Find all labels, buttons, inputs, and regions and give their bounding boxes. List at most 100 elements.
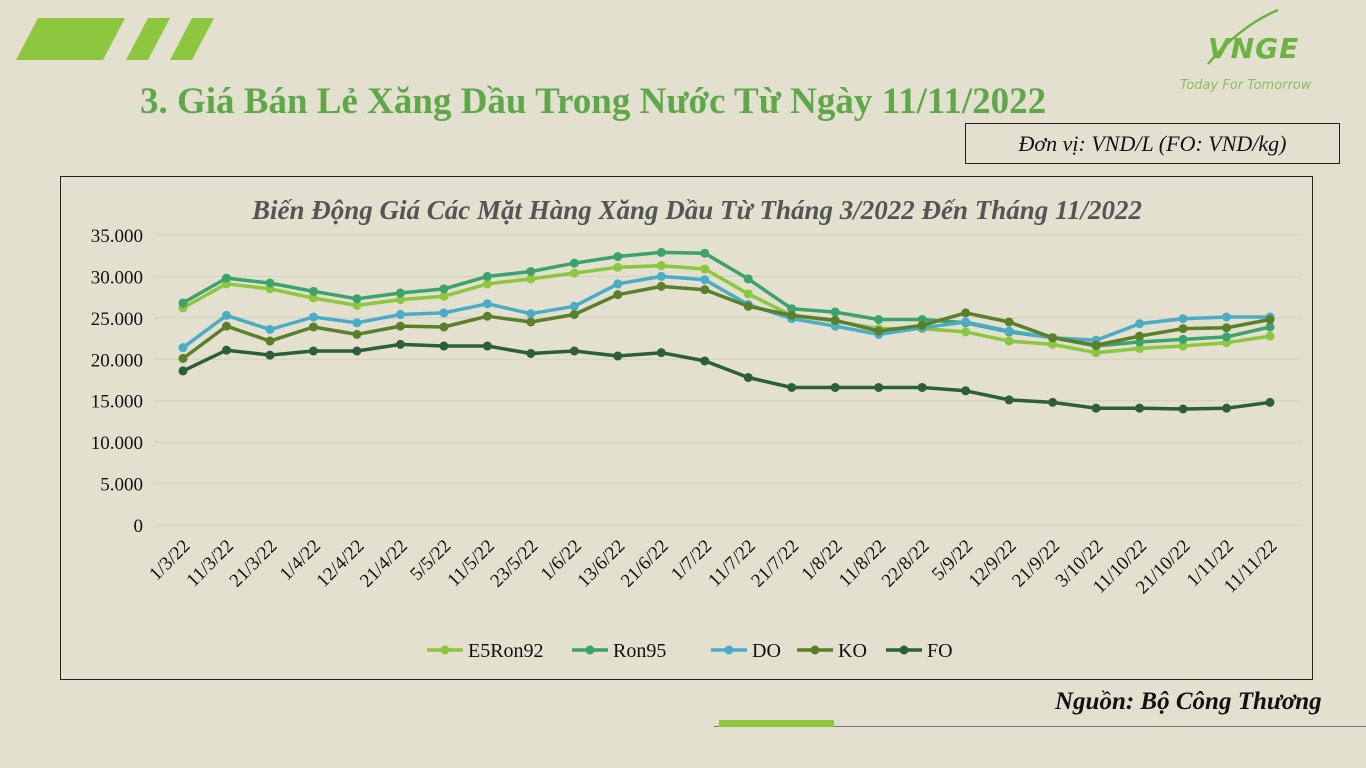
data-point <box>830 307 840 317</box>
decorative-stripes <box>16 18 214 60</box>
data-point <box>874 315 884 325</box>
bottom-accent-bar <box>719 720 834 727</box>
data-point <box>1091 403 1101 413</box>
data-point <box>308 286 318 296</box>
data-point <box>439 341 449 351</box>
data-point <box>526 317 536 327</box>
data-point <box>265 336 275 346</box>
data-point <box>265 278 275 288</box>
data-point <box>221 273 231 283</box>
x-tick-label: 22/8/22 <box>878 536 934 592</box>
data-point <box>265 350 275 360</box>
data-point <box>743 301 753 311</box>
data-point <box>439 322 449 332</box>
source-note: Nguồn: Bộ Công Thương <box>1055 688 1322 715</box>
logo-tagline: Today For Tomorrow <box>1180 78 1312 93</box>
data-point <box>482 341 492 351</box>
data-point <box>1004 326 1014 336</box>
legend-label: FO <box>927 640 953 662</box>
data-point <box>352 329 362 339</box>
data-point <box>221 310 231 320</box>
data-point <box>1135 319 1145 329</box>
y-tick-label: 15.000 <box>91 392 143 413</box>
x-tick-label: 11/5/22 <box>443 536 498 591</box>
legend-marker <box>585 645 595 655</box>
data-point <box>787 310 797 320</box>
data-point <box>1048 339 1058 349</box>
data-point <box>569 346 579 356</box>
data-point <box>1135 344 1145 354</box>
data-point <box>700 275 710 285</box>
data-point <box>1135 403 1145 413</box>
x-tick-label: 21/4/22 <box>356 536 412 592</box>
data-point <box>221 321 231 331</box>
data-point <box>1222 332 1232 342</box>
x-tick-label: 12/9/22 <box>965 536 1021 592</box>
legend-marker <box>724 645 734 655</box>
data-point <box>1004 336 1014 346</box>
data-point <box>743 289 753 299</box>
data-point <box>1135 331 1145 341</box>
y-tick-label: 5.000 <box>100 475 143 496</box>
data-point <box>569 268 579 278</box>
data-point <box>178 298 188 308</box>
x-tick-label: 11/8/22 <box>835 536 890 591</box>
data-point <box>1048 333 1058 343</box>
data-point <box>700 356 710 366</box>
data-point <box>1265 397 1275 407</box>
legend-label: E5Ron92 <box>468 640 544 662</box>
data-point <box>1004 395 1014 405</box>
data-point <box>743 274 753 284</box>
data-point <box>178 353 188 363</box>
x-tick-label: 11/3/22 <box>183 536 238 591</box>
data-point <box>917 320 927 330</box>
logo-text: VNGE <box>1208 32 1300 65</box>
x-tick-label: 13/6/22 <box>573 536 629 592</box>
data-point <box>482 271 492 281</box>
data-point <box>308 293 318 303</box>
data-point <box>1178 341 1188 351</box>
data-point <box>656 247 666 257</box>
data-point <box>1265 315 1275 325</box>
x-tick-label: 21/3/22 <box>226 536 282 592</box>
data-point <box>830 315 840 325</box>
data-point <box>482 299 492 309</box>
data-point <box>308 346 318 356</box>
data-point <box>178 366 188 376</box>
data-point <box>613 262 623 272</box>
data-point <box>613 351 623 361</box>
data-point <box>874 382 884 392</box>
data-point <box>395 295 405 305</box>
legend-marker <box>440 645 450 655</box>
data-point <box>961 386 971 396</box>
data-point <box>1178 324 1188 334</box>
data-point <box>613 252 623 262</box>
data-point <box>439 291 449 301</box>
data-point <box>700 248 710 258</box>
x-tick-label: 12/4/22 <box>313 536 369 592</box>
data-point <box>178 343 188 353</box>
company-logo: VNGE Today For Tomorrow <box>1170 6 1366 102</box>
data-point <box>1222 323 1232 333</box>
data-point <box>1004 317 1014 327</box>
data-point <box>308 312 318 322</box>
bottom-divider <box>714 726 1366 727</box>
y-tick-label: 10.000 <box>91 433 143 454</box>
data-point <box>1178 334 1188 344</box>
data-point <box>961 308 971 318</box>
unit-label: Đơn vị: VND/L (FO: VND/kg) <box>965 123 1340 164</box>
page-title: 3. Giá Bán Lẻ Xăng Dầu Trong Nước Từ Ngà… <box>140 81 1047 122</box>
chart-title: Biến Động Giá Các Mặt Hàng Xăng Dầu Từ T… <box>251 195 1142 225</box>
data-point <box>395 321 405 331</box>
data-point <box>874 326 884 336</box>
data-point <box>439 284 449 294</box>
data-point <box>352 300 362 310</box>
data-point <box>569 301 579 311</box>
data-point <box>656 261 666 271</box>
data-point <box>569 310 579 320</box>
data-point <box>1265 331 1275 341</box>
data-point <box>308 322 318 332</box>
data-point <box>787 304 797 314</box>
data-point <box>656 281 666 291</box>
legend-marker <box>810 645 820 655</box>
